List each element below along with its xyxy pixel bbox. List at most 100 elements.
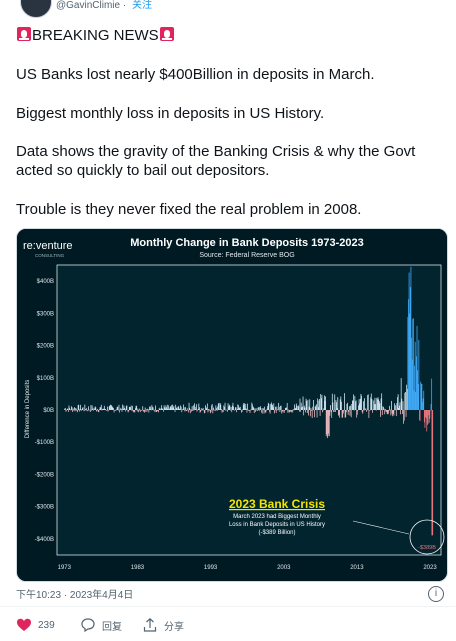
- user-handle[interactable]: @GavinClimie ·: [56, 0, 127, 11]
- bar: [373, 400, 375, 410]
- bar: [218, 402, 220, 410]
- bar: [318, 400, 320, 410]
- bar: [325, 410, 327, 437]
- bar: [114, 409, 116, 411]
- follow-button[interactable]: 关注: [132, 0, 152, 11]
- bar: [127, 410, 129, 413]
- bar: [273, 410, 275, 414]
- bar: [228, 406, 230, 410]
- bar: [283, 410, 285, 413]
- bar: [313, 410, 315, 411]
- bar: [89, 410, 91, 412]
- bar: [186, 408, 188, 410]
- bar: [145, 409, 147, 410]
- timestamp[interactable]: 下午10:23 · 2023年4月4日: [16, 590, 134, 601]
- bar: [139, 408, 141, 410]
- bar: [240, 409, 242, 410]
- bar: [92, 410, 94, 411]
- bar: [361, 410, 363, 413]
- bar: [242, 403, 244, 410]
- bar: [396, 403, 398, 410]
- bar: [195, 409, 197, 410]
- bar: [169, 408, 170, 410]
- bar: [164, 408, 166, 410]
- info-icon[interactable]: i: [428, 586, 444, 602]
- bar: [164, 407, 166, 410]
- avatar[interactable]: [20, 0, 52, 18]
- bar: [224, 406, 225, 410]
- bar: [311, 410, 312, 411]
- bar: [381, 393, 383, 410]
- bar: [153, 409, 155, 411]
- bar: [259, 407, 261, 410]
- bar: [75, 408, 77, 410]
- bar: [99, 407, 101, 410]
- bar: [261, 410, 263, 414]
- bar: [159, 409, 161, 410]
- bar: [172, 407, 174, 410]
- bar: [398, 405, 400, 410]
- bar: [104, 408, 106, 410]
- bar: [263, 408, 264, 410]
- bar: [220, 404, 222, 410]
- bar: [233, 409, 235, 411]
- bar: [116, 407, 118, 410]
- bar: [423, 390, 425, 410]
- reply-button[interactable]: 回复: [80, 617, 122, 633]
- bar: [288, 409, 289, 411]
- reply-label: 回复: [102, 621, 122, 633]
- bar: [368, 410, 370, 418]
- bar: [97, 410, 99, 412]
- bar: [182, 408, 184, 410]
- bar: [169, 406, 171, 410]
- share-button[interactable]: 分享: [142, 617, 184, 633]
- bar: [100, 407, 102, 410]
- like-button[interactable]: 239: [16, 617, 55, 633]
- bar: [338, 410, 340, 415]
- bar: [128, 406, 130, 410]
- bar: [304, 407, 306, 410]
- bar: [105, 410, 107, 411]
- bar: [119, 409, 121, 411]
- bar: [219, 409, 220, 410]
- bar: [130, 407, 131, 410]
- bar: [200, 410, 202, 412]
- bar: [256, 410, 258, 411]
- bar: [294, 404, 295, 410]
- bar: [347, 402, 348, 410]
- bar: [223, 405, 225, 410]
- chart-image[interactable]: re:venture CONSULTING Monthly Change in …: [16, 228, 448, 582]
- bar: [155, 405, 156, 410]
- bar: [197, 408, 199, 410]
- bar: [395, 410, 397, 417]
- bar: [421, 383, 423, 410]
- bar: [216, 410, 218, 412]
- bar: [394, 409, 396, 411]
- x-tick-label: 1973: [58, 565, 72, 571]
- bar: [336, 408, 338, 410]
- bar: [65, 410, 67, 412]
- bar: [381, 410, 383, 416]
- bar: [341, 410, 343, 418]
- bar: [152, 406, 153, 410]
- bar: [197, 409, 198, 411]
- bar: [255, 408, 257, 410]
- bar: [354, 396, 356, 410]
- tweet-line: Data shows the gravity of the Banking Cr…: [16, 143, 416, 160]
- bar: [130, 405, 132, 410]
- bar: [430, 410, 431, 411]
- bar: [239, 407, 241, 410]
- bar: [385, 410, 387, 412]
- bar: [365, 408, 367, 410]
- bar: [124, 408, 126, 410]
- bar: [88, 406, 89, 410]
- bar: [190, 409, 192, 410]
- bar: [102, 408, 104, 410]
- bar: [289, 410, 291, 412]
- bar: [192, 405, 194, 410]
- bar: [410, 266, 412, 410]
- bar: [327, 410, 329, 436]
- tweet-header: @GavinClimie · 关注: [0, 0, 456, 18]
- bar: [386, 410, 387, 412]
- bar: [369, 410, 370, 411]
